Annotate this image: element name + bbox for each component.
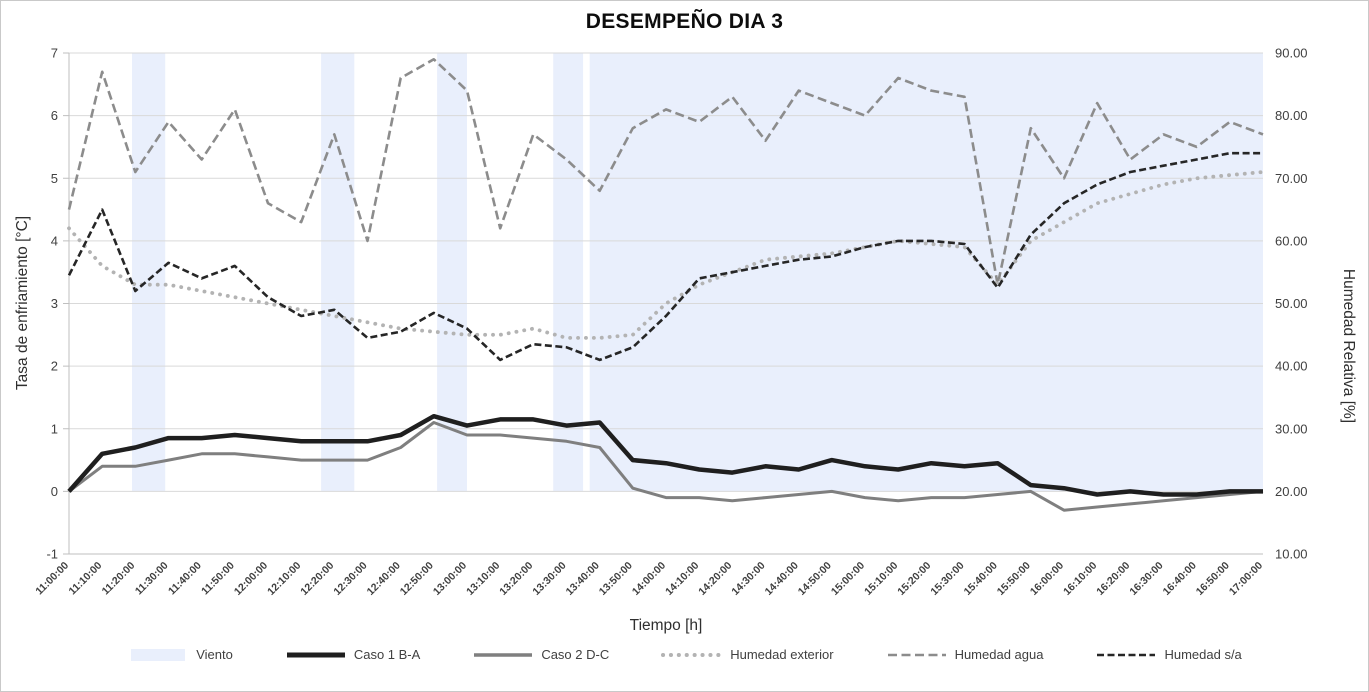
legend-label: Viento	[196, 647, 233, 662]
series-line-humedad-exterior	[67, 170, 1265, 340]
x-tick-label: 14:30:00	[729, 560, 767, 598]
chart-title: DESEMPEÑO DIA 3	[585, 10, 784, 33]
x-tick-label: 11:10:00	[67, 560, 105, 598]
x-tick-label: 11:20:00	[100, 560, 138, 598]
x-tick-label: 16:10:00	[1061, 560, 1099, 598]
x-tick-label: 14:10:00	[663, 560, 701, 598]
x-tick-label: 12:40:00	[365, 560, 403, 598]
x-axis-title: Tiempo [h]	[629, 617, 703, 634]
legend-label: Humedad agua	[954, 647, 1044, 662]
y-left-tick-label: 5	[51, 171, 58, 186]
y-left-tick-label: 4	[51, 233, 58, 248]
x-tick-label: 12:50:00	[398, 560, 436, 598]
x-tick-label: 16:30:00	[1127, 560, 1165, 598]
y-left-tick-label: 0	[51, 484, 58, 499]
y-right-tick-label: 20.00	[1275, 484, 1308, 499]
legend-swatch	[887, 653, 946, 656]
x-tick-label: 16:40:00	[1161, 560, 1199, 598]
x-tick-label: 11:40:00	[166, 560, 204, 598]
legend-swatch	[286, 652, 345, 657]
y-right-tick-label: 70.00	[1275, 171, 1308, 186]
x-tick-label: 13:00:00	[431, 560, 469, 598]
series-line-humedad-agua	[67, 58, 1264, 286]
legend: Viento Caso 1 B-A Caso 2 D-C Humedad exteri…	[1, 647, 1368, 662]
y-left-tick-label: -1	[46, 547, 58, 562]
legend-swatch	[474, 652, 533, 657]
series-line-caso-2-d-c	[68, 421, 1264, 512]
x-tick-label: 13:10:00	[464, 560, 502, 598]
x-tick-label: 15:10:00	[862, 560, 900, 598]
y-right-tick-label: 10.00	[1275, 547, 1308, 562]
x-tick-label: 13:20:00	[497, 560, 535, 598]
x-tick-label: 11:50:00	[199, 560, 237, 598]
x-tick-label: 11:30:00	[133, 560, 171, 598]
x-tick-label: 15:40:00	[962, 560, 1000, 598]
x-tick-label: 14:20:00	[696, 560, 734, 598]
legend-swatch	[1097, 653, 1156, 656]
y-right-tick-label: 50.00	[1275, 296, 1308, 311]
y-left-tick-label: 3	[51, 296, 58, 311]
x-tick-label: 12:20:00	[298, 560, 336, 598]
x-tick-label: 16:20:00	[1094, 560, 1132, 598]
legend-item-viento: Viento	[127, 647, 233, 662]
x-tick-label: 11:00:00	[33, 560, 71, 598]
y-left-tick-label: 1	[51, 421, 58, 436]
series-line-caso-1-b-a	[67, 413, 1263, 497]
legend-label: Humedad exterior	[730, 647, 834, 662]
x-tick-label: 14:00:00	[630, 560, 668, 598]
x-tick-label: 15:30:00	[928, 560, 966, 598]
x-tick-label: 13:40:00	[564, 560, 602, 598]
y-right-tick-label: 40.00	[1275, 359, 1308, 374]
x-tick-label: 15:50:00	[995, 560, 1033, 598]
legend-label: Humedad s/a	[1164, 647, 1242, 662]
y-right-tick-label: 80.00	[1275, 108, 1308, 123]
x-tick-label: 14:40:00	[763, 560, 801, 598]
y-left-tick-label: 6	[51, 108, 58, 123]
legend-item-humedad-agua: Humedad agua	[886, 647, 1044, 662]
x-tick-label: 13:30:00	[530, 560, 568, 598]
x-tick-label: 12:10:00	[265, 560, 303, 598]
x-tick-label: 12:00:00	[232, 560, 270, 598]
series-line-humedad-s-a	[67, 151, 1263, 362]
x-tick-label: 16:00:00	[1028, 560, 1066, 598]
y-left-tick-label: 2	[51, 359, 58, 374]
y-right-tick-label: 60.00	[1275, 233, 1308, 248]
plot-area: 7 6 5 4 3 2 1 0 -1 90.00 80.00 70.00 60.00 50.00 40.00…	[33, 46, 1308, 598]
x-tick-label: 14:50:00	[796, 560, 834, 598]
legend-item-caso-1-b-a: Caso 1 B-A	[285, 647, 420, 662]
viento-band	[321, 53, 355, 492]
viento-band	[589, 53, 1263, 492]
x-tick-label: 17:00:00	[1227, 560, 1265, 598]
legend-item-humedad-s-a: Humedad s/a	[1095, 647, 1242, 662]
y-right-tick-label: 90.00	[1275, 46, 1308, 61]
x-tick-label: 15:00:00	[829, 560, 867, 598]
x-tick-label: 13:50:00	[597, 560, 635, 598]
x-tick-label: 16:50:00	[1194, 560, 1232, 598]
y-right-tick-label: 30.00	[1275, 421, 1308, 436]
y-left-tick-label: 7	[51, 46, 58, 61]
legend-label: Caso 2 D-C	[541, 647, 610, 662]
legend-swatch	[131, 648, 186, 661]
legend-item-humedad-exterior: Humedad exterior	[661, 647, 834, 662]
viento-band	[553, 53, 584, 492]
x-tick-label: 12:30:00	[331, 560, 369, 598]
legend-swatch	[661, 652, 724, 657]
x-tick-label: 15:20:00	[895, 560, 933, 598]
viento-band	[132, 53, 166, 492]
legend-label: Caso 1 B-A	[353, 647, 421, 662]
legend-item-caso-2-d-c: Caso 2 D-C	[472, 647, 609, 662]
